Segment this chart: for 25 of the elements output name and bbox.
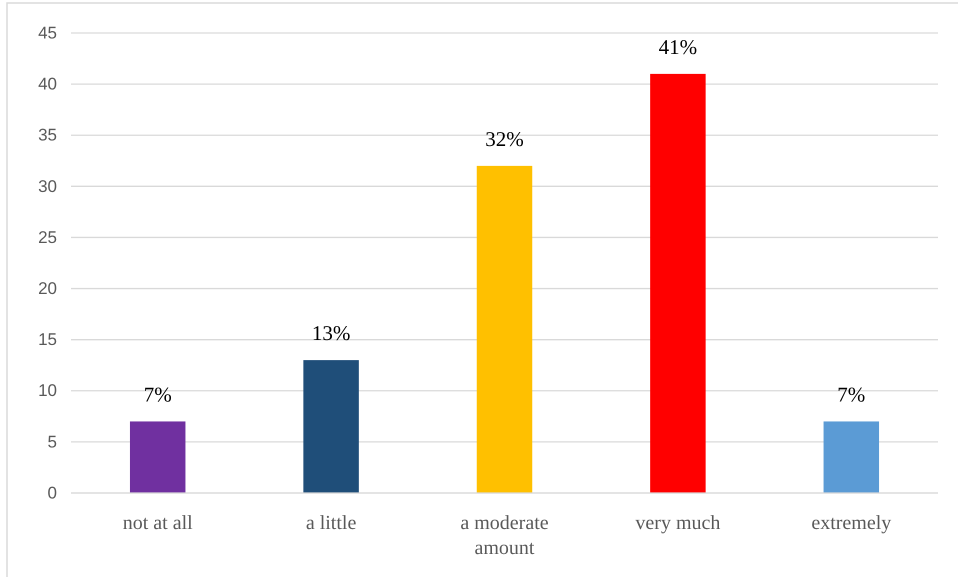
x-tick-label: a moderate amount [460, 512, 549, 559]
data-label: 32% [485, 126, 524, 151]
bar [476, 166, 532, 493]
y-tick-label: 10 [38, 381, 57, 400]
x-tick-label: very much [635, 512, 720, 534]
x-tick-label: not at all [122, 512, 194, 534]
y-tick-label: 5 [48, 432, 57, 452]
data-label: 7% [837, 382, 866, 406]
y-tick-label: 25 [38, 228, 57, 247]
y-tick-label: 35 [38, 126, 57, 145]
bar [130, 421, 186, 493]
y-tick-label: 15 [38, 330, 57, 350]
y-tick-label: 45 [38, 23, 57, 42]
x-tick-label: a little [306, 512, 356, 534]
y-tick-label: 20 [38, 278, 57, 298]
x-tick-label: extremely [811, 512, 892, 534]
y-tick-label: 30 [38, 176, 57, 196]
data-label: 41% [658, 34, 698, 59]
bar [650, 74, 706, 493]
y-tick-label: 0 [48, 483, 57, 502]
bar [303, 360, 359, 493]
data-label: 7% [144, 382, 172, 406]
y-tick-label: 40 [38, 74, 57, 94]
bar [824, 421, 880, 493]
data-label: 13% [312, 321, 350, 346]
